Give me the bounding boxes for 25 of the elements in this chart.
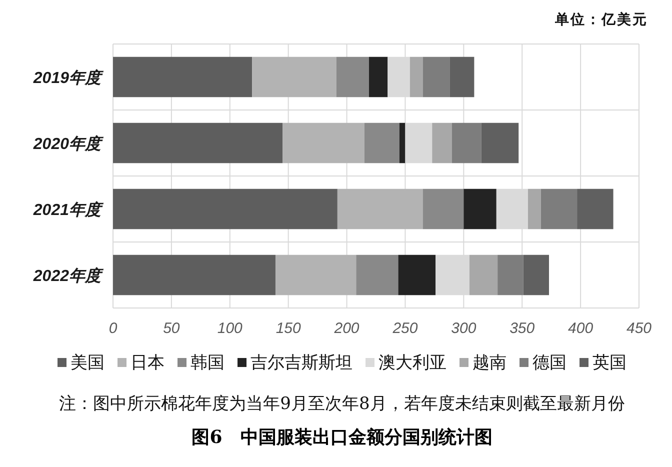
x-tick-label: 350 bbox=[510, 320, 536, 337]
legend-label: 越南 bbox=[472, 353, 506, 373]
x-tick-label: 450 bbox=[626, 320, 652, 337]
x-tick-label: 250 bbox=[392, 320, 418, 337]
x-axis-title: 单位：亿美元 bbox=[554, 11, 648, 28]
x-tick-label: 200 bbox=[333, 320, 360, 337]
x-tick-label: 0 bbox=[108, 320, 118, 337]
legend-label: 美国 bbox=[70, 353, 104, 373]
x-tick-label: 100 bbox=[217, 320, 244, 337]
y-tick-label: 2019年度 bbox=[32, 68, 104, 87]
legend-label: 德国 bbox=[532, 353, 566, 373]
x-tick-label: 300 bbox=[451, 320, 477, 337]
text: 注：图中所示棉花年度为当年9月至次年8月，若年度未结束则截至最新月份 bbox=[59, 394, 625, 414]
y-tick-label: 2020年度 bbox=[32, 134, 104, 153]
y-tick-label: 2021年度 bbox=[32, 200, 104, 219]
legend-label: 澳大利亚 bbox=[378, 353, 446, 373]
x-tick-label: 150 bbox=[276, 320, 302, 337]
legend-label: 英国 bbox=[592, 353, 626, 373]
x-tick-label: 50 bbox=[163, 320, 180, 337]
legend-label: 日本 bbox=[130, 353, 164, 373]
y-tick-label: 2022年度 bbox=[32, 266, 104, 285]
text: 图6 中国服装出口金额分国别统计图 bbox=[192, 427, 492, 448]
legend-label: 吉尔吉斯斯坦 bbox=[250, 353, 352, 373]
x-tick-label: 400 bbox=[568, 320, 594, 337]
legend-label: 韩国 bbox=[190, 353, 224, 373]
